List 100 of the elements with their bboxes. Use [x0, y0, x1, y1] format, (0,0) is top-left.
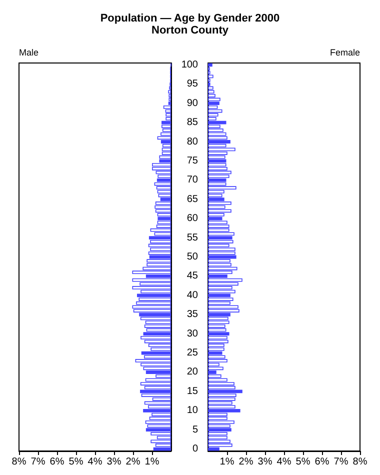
bar	[148, 251, 171, 255]
bar	[148, 344, 171, 348]
x-tick-label: 8%	[12, 456, 26, 468]
bar	[146, 370, 171, 374]
y-tick-label: 100	[181, 59, 198, 70]
x-tick-label: 5%	[68, 456, 84, 468]
bar	[138, 298, 171, 301]
y-tick-label: 20	[186, 366, 198, 378]
bar	[150, 440, 171, 444]
bar	[208, 316, 228, 320]
y-tick-label: 5	[192, 424, 198, 436]
bar	[208, 232, 234, 236]
bar	[155, 209, 171, 213]
bar	[144, 386, 171, 390]
bar	[132, 286, 171, 290]
bar	[157, 190, 171, 194]
bar	[208, 444, 232, 447]
bar	[162, 120, 171, 124]
x-tick-label: 1%	[220, 456, 234, 468]
y-tick-label: 10	[186, 405, 198, 416]
x-tick-label: 3%	[258, 456, 272, 468]
bar	[150, 240, 171, 244]
bar	[152, 166, 171, 170]
y-tick-label: 35	[186, 309, 198, 320]
y-tick-label: 45	[186, 270, 198, 282]
bar	[208, 278, 242, 282]
x-tick-label: 6%	[314, 456, 330, 468]
bar	[208, 324, 226, 328]
bar	[166, 113, 171, 117]
bar	[208, 420, 234, 424]
y-tick-label: 55	[186, 232, 198, 244]
x-tick-label: 7%	[30, 456, 46, 468]
bar	[208, 424, 230, 428]
bar	[162, 152, 171, 155]
bar	[208, 209, 232, 213]
bar	[141, 394, 171, 397]
bar	[208, 366, 224, 370]
bar	[208, 355, 226, 359]
bar	[208, 155, 226, 159]
y-tick-label: 30	[186, 328, 198, 340]
bar	[160, 140, 171, 144]
y-tick-label: 40	[186, 290, 198, 301]
bar	[208, 348, 224, 351]
bar	[143, 366, 171, 370]
bar	[208, 248, 236, 252]
bar	[208, 309, 240, 312]
y-tick-label: 90	[186, 98, 198, 109]
bar	[132, 278, 171, 282]
y-tick-label: 60	[186, 213, 198, 224]
bar	[208, 266, 238, 270]
bar	[157, 220, 171, 224]
bar	[208, 340, 228, 344]
x-tick-label: 4%	[88, 456, 102, 468]
bar	[208, 336, 228, 340]
bar	[208, 282, 238, 286]
bar	[156, 178, 171, 182]
x-tick-label: 5%	[296, 456, 310, 468]
bar	[208, 401, 232, 405]
bar	[208, 390, 242, 394]
y-tick-label: 50	[186, 252, 198, 262]
bar	[133, 309, 171, 312]
bar	[166, 117, 171, 120]
bar	[208, 359, 228, 362]
bar	[160, 132, 171, 136]
bar	[208, 178, 226, 182]
bar	[158, 216, 171, 220]
bar	[208, 240, 234, 244]
bar	[208, 98, 220, 102]
bar	[153, 447, 171, 451]
bar	[208, 136, 228, 140]
y-tick-label: 0	[192, 444, 198, 455]
y-tick-label: 75	[186, 155, 198, 166]
x-tick-label: 4%	[276, 456, 292, 468]
bar	[144, 324, 171, 328]
bar	[208, 344, 224, 348]
y-tick-label: 70	[186, 174, 198, 186]
x-tick-label: 3%	[106, 456, 122, 468]
bar	[132, 270, 171, 274]
bar	[208, 166, 228, 170]
bar	[208, 440, 230, 444]
bar	[143, 332, 171, 336]
bar	[208, 290, 236, 294]
bar	[208, 251, 236, 255]
bar	[159, 155, 171, 159]
bar	[146, 259, 171, 263]
bar	[208, 170, 232, 174]
y-tick-label: 15	[186, 386, 198, 397]
bar	[208, 90, 214, 94]
bar	[136, 301, 171, 305]
y-tick-label: 85	[186, 117, 198, 128]
bar	[135, 359, 171, 362]
bar	[208, 63, 212, 67]
bar	[208, 113, 218, 117]
bar	[208, 132, 226, 136]
bar	[208, 105, 218, 109]
bar	[208, 86, 214, 90]
bar	[208, 382, 234, 386]
y-tick-label: 95	[186, 78, 198, 90]
bar	[140, 336, 171, 340]
bar	[146, 428, 171, 432]
